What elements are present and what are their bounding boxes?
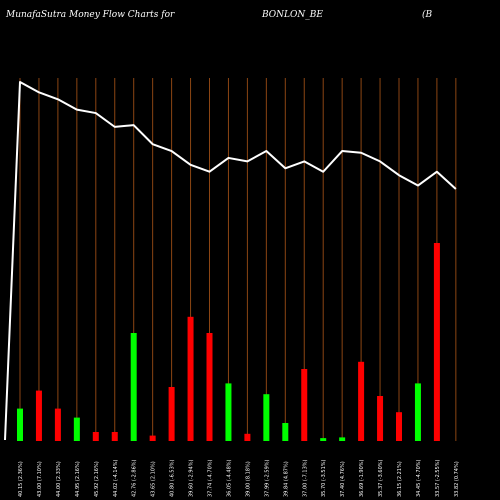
bar-10 <box>206 333 213 441</box>
bar-5 <box>111 432 118 441</box>
tick-label-17: 37.40 (4.76%) <box>340 461 346 497</box>
grid-layer <box>19 78 457 441</box>
bar-1 <box>35 390 42 441</box>
chart-title: MunafaSutra Money Flow Charts for <box>6 10 175 20</box>
tick-label-3: 44.95 (2.16%) <box>75 461 81 497</box>
chart-symbol: BONLON_BE <box>262 10 323 20</box>
bar-14 <box>282 423 289 441</box>
bar-2 <box>54 408 61 441</box>
bar-17 <box>339 437 346 441</box>
tick-label-8: 40.80 (-6.53%) <box>170 459 176 497</box>
bar-0 <box>17 408 23 441</box>
tick-label-11: 36.05 (-4.48%) <box>226 459 232 497</box>
bar-21 <box>414 383 421 441</box>
bar-7 <box>149 435 156 441</box>
bar-22 <box>433 243 440 441</box>
tick-label-13: 37.99 (-2.59%) <box>264 459 270 497</box>
bar-4 <box>92 432 99 441</box>
tick-label-0: 40.15 (2.36%) <box>18 461 24 497</box>
tick-label-21: 34.45 (-4.70%) <box>416 459 422 497</box>
bar-20 <box>396 412 402 441</box>
tick-label-10: 37.74 (-4.70%) <box>208 459 214 497</box>
tick-label-12: 39.00 (8.18%) <box>245 461 251 497</box>
tick-label-4: 45.92 (2.16%) <box>94 461 100 497</box>
tick-label-22: 33.57 (-2.55%) <box>435 459 441 497</box>
bar-12 <box>244 433 251 441</box>
tick-label-15: 37.00 (-7.13%) <box>302 459 308 497</box>
money-flow-line <box>4 81 457 441</box>
bar-layer <box>17 243 440 441</box>
tick-label-7: 43.65 (2.10%) <box>151 461 157 497</box>
tick-label-5: 44.02 (-4.14%) <box>113 459 119 497</box>
bar-13 <box>263 394 270 441</box>
tick-label-18: 36.69 (-1.90%) <box>359 459 365 497</box>
label-layer: 40.15 (2.36%) 43.00 (7.10%) 44.00 (2.33%) 4… <box>18 459 460 497</box>
tick-label-19: 35.37 (-3.60%) <box>378 459 384 497</box>
bar-3 <box>73 417 80 441</box>
tick-label-1: 43.00 (7.10%) <box>37 461 43 497</box>
bar-16 <box>320 438 327 441</box>
tick-label-2: 44.00 (2.33%) <box>56 461 62 497</box>
bar-18 <box>358 361 365 441</box>
bar-11 <box>225 383 232 441</box>
bar-15 <box>301 369 308 441</box>
tick-label-20: 36.15 (2.21%) <box>397 461 403 497</box>
tick-label-16: 35.70 (-3.51%) <box>321 459 327 497</box>
bar-8 <box>168 387 175 441</box>
tick-label-14: 39.84 (4.87%) <box>283 461 289 497</box>
chart-symbol-suffix: (B <box>422 10 433 20</box>
line-layer <box>4 81 457 441</box>
tick-label-9: 39.60 (-2.94%) <box>189 459 195 497</box>
tick-label-23: 33.82 (0.74%) <box>454 461 460 497</box>
bar-19 <box>377 396 384 441</box>
bar-6 <box>130 333 137 441</box>
tick-label-6: 42.76 (-2.86%) <box>132 459 138 497</box>
bar-9 <box>187 316 194 441</box>
